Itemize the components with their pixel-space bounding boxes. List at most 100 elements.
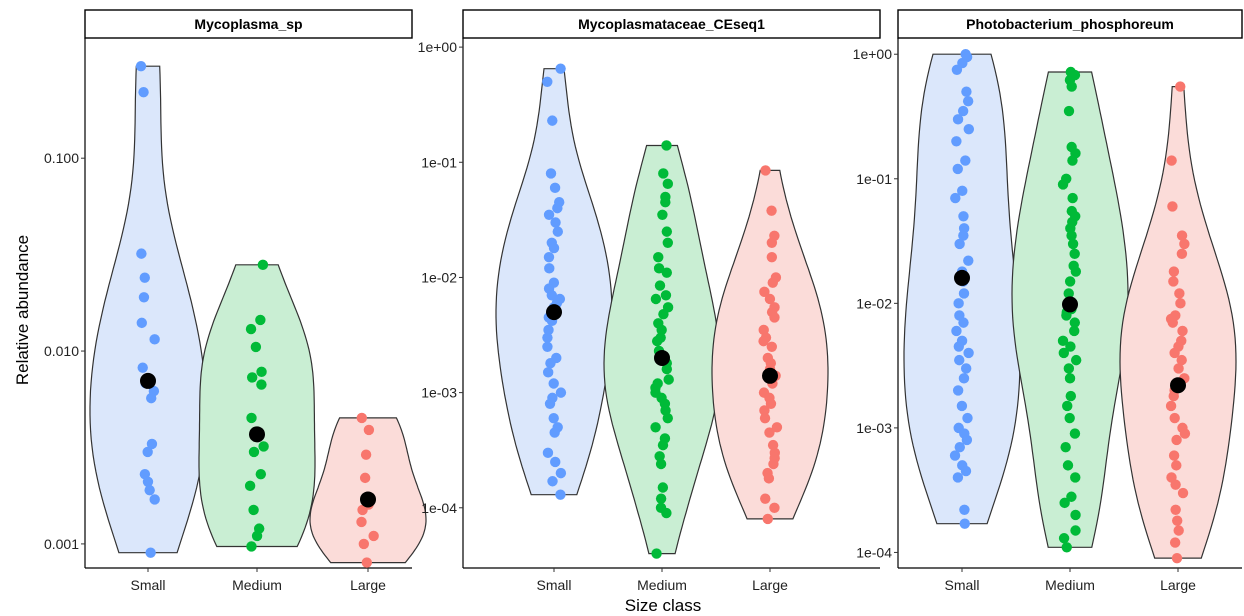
- data-point: [1168, 450, 1180, 461]
- data-point: [953, 298, 964, 309]
- data-point: [250, 341, 262, 353]
- data-point: [660, 290, 672, 301]
- facet-strip: [897, 9, 1243, 39]
- data-point: [146, 438, 158, 450]
- data-point: [661, 363, 673, 375]
- data-point: [544, 263, 555, 274]
- data-point: [1065, 341, 1076, 352]
- group-large: Large: [711, 165, 829, 593]
- data-point: [760, 493, 771, 504]
- data-point: [1059, 497, 1070, 509]
- data-point: [1168, 276, 1179, 287]
- data-point: [1177, 325, 1188, 337]
- mean-point: [1062, 296, 1078, 313]
- group-small: Small: [903, 49, 1021, 593]
- x-axis-title: Size class: [625, 596, 702, 615]
- data-point: [963, 255, 974, 266]
- y-tick-label: 1e-04: [856, 544, 892, 560]
- data-point: [1064, 276, 1076, 287]
- panel-3: Photobacterium_phosphoreum 1e-04 1e-03 1e-0…: [853, 9, 1243, 593]
- mean-point: [654, 349, 670, 366]
- data-point: [135, 60, 147, 72]
- data-point: [251, 530, 263, 542]
- data-point: [656, 324, 667, 336]
- data-point: [1172, 515, 1183, 526]
- data-point: [1064, 412, 1075, 424]
- data-point: [363, 424, 375, 436]
- data-point: [759, 405, 770, 416]
- y-tick-label: 1e-03: [856, 420, 892, 436]
- data-point: [359, 472, 371, 484]
- group-large: Large: [1119, 81, 1237, 593]
- mean-point: [140, 372, 156, 389]
- data-point: [1171, 434, 1182, 446]
- data-point: [368, 530, 379, 542]
- facet-strip-title: Mycoplasmataceae_CEseq1: [578, 16, 765, 32]
- data-point: [655, 458, 667, 470]
- panels: Mycoplasma_sp 0.001 0.010 0.100 Small Medium L…: [44, 9, 1243, 593]
- data-point: [958, 230, 969, 241]
- data-point: [547, 476, 558, 487]
- data-point: [650, 293, 662, 305]
- data-point: [546, 290, 558, 301]
- data-point: [1069, 248, 1080, 259]
- x-tick-label: Small: [130, 577, 165, 593]
- data-point: [1062, 400, 1073, 412]
- data-point: [651, 548, 662, 559]
- data-point: [962, 95, 974, 107]
- data-point: [661, 267, 672, 278]
- data-point: [1167, 201, 1178, 212]
- data-point: [657, 439, 669, 451]
- data-point: [956, 400, 968, 412]
- data-point: [358, 538, 370, 550]
- data-point: [142, 476, 154, 487]
- data-point: [548, 378, 559, 389]
- data-point: [543, 324, 554, 336]
- data-point: [1169, 537, 1181, 548]
- data-point: [654, 280, 666, 291]
- data-point: [762, 513, 773, 525]
- data-point: [543, 251, 555, 263]
- facet-strip-title: Mycoplasma_sp: [194, 16, 302, 32]
- data-point: [764, 293, 776, 305]
- data-point: [136, 317, 147, 329]
- data-point: [769, 312, 780, 323]
- data-point: [1169, 412, 1180, 424]
- data-point: [952, 163, 963, 175]
- data-point: [650, 422, 661, 433]
- data-point: [1058, 347, 1070, 359]
- data-point: [545, 358, 556, 369]
- data-point: [771, 422, 783, 433]
- data-point: [360, 449, 372, 460]
- data-point: [961, 434, 973, 446]
- data-point: [145, 547, 156, 558]
- data-point: [555, 63, 566, 74]
- data-point: [764, 427, 775, 438]
- data-point: [651, 335, 663, 347]
- data-point: [1070, 354, 1082, 366]
- data-point: [959, 518, 970, 529]
- data-point: [245, 323, 257, 335]
- data-point: [951, 325, 962, 337]
- data-point: [962, 412, 973, 424]
- data-point: [769, 502, 780, 513]
- data-point: [1063, 105, 1075, 117]
- data-point: [552, 202, 563, 214]
- data-point: [1057, 179, 1069, 190]
- mean-point: [954, 269, 970, 286]
- data-point: [356, 412, 368, 424]
- data-point: [138, 86, 149, 98]
- data-point: [552, 226, 563, 237]
- group-medium: Medium: [603, 140, 721, 593]
- data-point: [136, 248, 147, 259]
- data-point: [1167, 317, 1178, 328]
- data-point: [1070, 525, 1081, 536]
- data-point: [1062, 460, 1074, 471]
- data-point: [766, 251, 778, 263]
- data-point: [548, 242, 560, 254]
- y-axis-title: Relative abundance: [13, 235, 32, 385]
- y-tick-label: 1e-02: [856, 295, 892, 311]
- data-point: [1067, 238, 1079, 250]
- data-point: [542, 76, 553, 87]
